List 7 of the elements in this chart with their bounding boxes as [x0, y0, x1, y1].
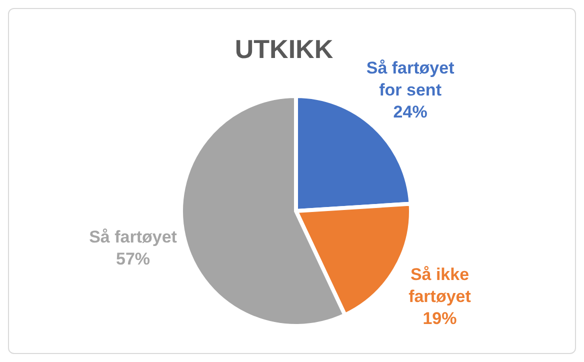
data-label: 19%: [422, 308, 457, 328]
slice-label: Så ikke fartøyet: [408, 264, 472, 306]
data-label: 24%: [393, 102, 428, 121]
slice-label: Så fartøyet: [89, 226, 178, 246]
chart-title: UTKIKK: [234, 34, 334, 64]
slice-label: Så fartøyet for sent: [366, 58, 455, 99]
data-label: 57%: [116, 248, 150, 268]
